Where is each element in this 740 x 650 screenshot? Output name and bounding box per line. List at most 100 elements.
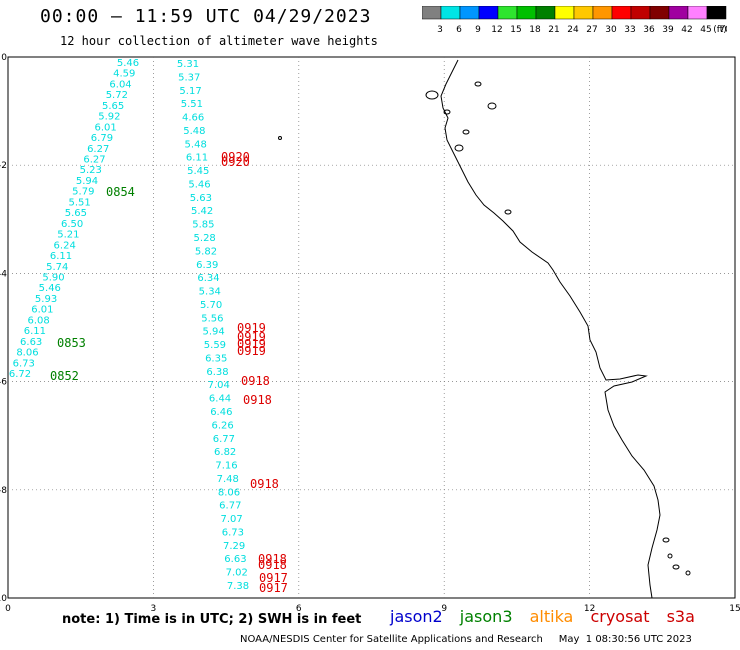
wave-height-label: 4.59 — [113, 69, 135, 80]
island — [685, 570, 691, 576]
legend-label: 18 — [529, 25, 541, 35]
pass-time-label: 0919 — [237, 337, 266, 351]
legend-label: 39 — [662, 25, 674, 35]
island — [667, 553, 673, 559]
wave-height-label: 5.90 — [42, 272, 64, 283]
wave-height-label: 5.31 — [177, 59, 199, 70]
wave-height-label: 6.11 — [186, 153, 208, 164]
wave-height-label: 5.79 — [72, 187, 94, 198]
island — [454, 144, 464, 152]
pass-time-label: 0918 — [258, 552, 287, 566]
wave-height-label: 5.17 — [179, 86, 201, 97]
wave-height-label: 6.77 — [213, 434, 235, 445]
wave-height-label: 7.48 — [217, 474, 239, 485]
wave-height-label: 5.94 — [76, 176, 98, 187]
wave-height-label: 6.50 — [61, 219, 83, 230]
wave-height-label: 6.04 — [109, 79, 131, 90]
wave-height-label: 6.24 — [54, 240, 76, 251]
x-tick-label: 6 — [296, 604, 302, 614]
wave-height-label: 5.65 — [65, 208, 87, 219]
wave-height-label: 5.94 — [203, 327, 225, 338]
wave-height-label: 5.46 — [188, 179, 210, 190]
legend-label: 21 — [548, 25, 559, 35]
island — [672, 564, 680, 570]
wave-height-label: 5.74 — [46, 262, 68, 273]
pass-time-label: 0854 — [106, 185, 135, 199]
y-tick-label: -2 — [0, 161, 7, 171]
wave-height-label: 6.35 — [205, 353, 227, 364]
wave-height-label: 5.72 — [106, 90, 128, 101]
wave-height-label: 6.11 — [24, 326, 46, 337]
wave-height-label: 6.34 — [197, 273, 219, 284]
legend-unit: (ft) — [713, 25, 727, 35]
wave-height-label: 7.38 — [227, 581, 249, 592]
wave-height-label: 6.27 — [83, 155, 105, 166]
island — [278, 136, 282, 140]
wave-height-label: 6.79 — [91, 133, 113, 144]
coastline — [440, 59, 661, 599]
pass-time-label: 0920 — [221, 150, 250, 164]
wave-height-label: 5.37 — [178, 72, 200, 83]
wave-height-label: 5.82 — [195, 246, 217, 257]
map-title: 00:00 — 11:59 UTC 04/29/2023 — [40, 6, 372, 27]
pass-time-label: 0917 — [259, 581, 288, 595]
x-tick-label: 15 — [729, 604, 740, 614]
y-tick-label: 0 — [1, 53, 7, 63]
wave-height-label: 5.21 — [57, 230, 79, 241]
legend-swatch — [706, 6, 727, 20]
map-subtitle: 12 hour collection of altimeter wave hei… — [60, 34, 378, 48]
legend-label: 42 — [681, 25, 692, 35]
wave-height-label: 6.44 — [209, 394, 231, 405]
x-tick-label: 3 — [151, 604, 157, 614]
legend-label: 3 — [437, 25, 443, 35]
wave-height-label: 5.93 — [35, 294, 57, 305]
wave-height-label: 6.39 — [196, 260, 218, 271]
x-tick-label: 0 — [5, 604, 11, 614]
y-tick-label: -6 — [0, 378, 7, 388]
wave-height-label: 6.82 — [214, 447, 236, 458]
x-tick-label: 9 — [441, 604, 447, 614]
wave-height-label: 6.11 — [50, 251, 72, 262]
legend-label: 70 — [719, 25, 727, 35]
wave-height-label: 6.77 — [219, 501, 241, 512]
legend-label: 9 — [475, 25, 481, 35]
wave-height-label: 5.45 — [187, 166, 209, 177]
wave-height-label: 5.34 — [199, 287, 221, 298]
pass-time-label: 0920 — [221, 155, 250, 169]
island — [462, 129, 470, 135]
island — [474, 81, 482, 87]
x-tick-label: 12 — [584, 604, 595, 614]
map-frame — [7, 56, 736, 599]
satellite-s3a: s3a — [666, 607, 695, 626]
wave-height-label: 5.56 — [201, 313, 223, 324]
wave-height-label: 6.63 — [20, 337, 42, 348]
wave-height-label: 5.63 — [190, 193, 212, 204]
satellite-jason3: jason3 — [459, 607, 513, 626]
pass-time-label: 0918 — [241, 374, 270, 388]
wave-height-label: 5.85 — [192, 220, 214, 231]
wave-height-label: 5.70 — [200, 300, 222, 311]
legend-label: 24 — [567, 25, 579, 35]
wave-height-label: 6.72 — [9, 369, 31, 380]
wave-height-label: 5.42 — [191, 206, 213, 217]
satellite-legend: jason2 jason3 altika cryosat s3a — [390, 607, 707, 626]
wave-height-label: 8.06 — [16, 348, 38, 359]
legend-label: 30 — [605, 25, 617, 35]
legend-label: 15 — [510, 25, 521, 35]
wave-height-label: 6.63 — [224, 554, 246, 565]
wave-height-label: 5.48 — [183, 126, 205, 137]
wave-height-label: 5.51 — [181, 99, 203, 110]
island — [443, 109, 451, 115]
pass-time-label: 0917 — [259, 571, 288, 585]
footnote: note: 1) Time is in UTC; 2) SWH is in fe… — [62, 612, 362, 627]
wave-height-label: 6.46 — [210, 407, 232, 418]
wave-height-label: 6.26 — [211, 420, 233, 431]
wave-height-label: 4.66 — [182, 113, 204, 124]
y-tick-label: -10 — [0, 594, 7, 604]
legend-label: 27 — [586, 25, 597, 35]
wave-height-label: 6.73 — [222, 527, 244, 538]
wave-height-label: 6.38 — [206, 367, 228, 378]
wave-height-label: 7.07 — [220, 514, 242, 525]
wave-height-label: 8.06 — [218, 487, 240, 498]
pass-time-label: 0919 — [237, 344, 266, 358]
